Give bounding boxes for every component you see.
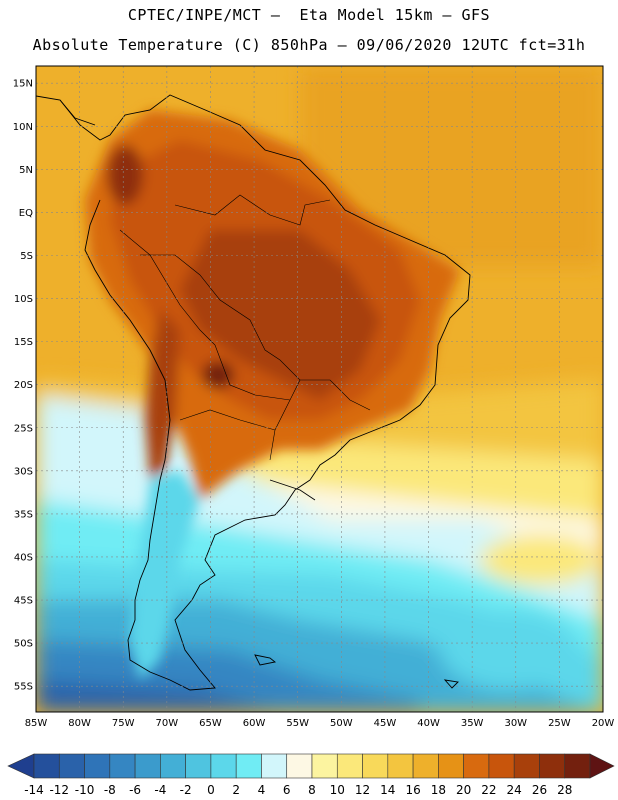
colorbar-box [336,753,363,779]
colorbar-label: 24 [507,783,522,797]
colorbar-box [160,753,186,779]
colorbar-box [362,753,389,779]
colorbar-label: 4 [258,783,266,797]
colorbar-label: -14 [24,783,44,797]
colorbar-label: -2 [180,783,192,797]
colorbar-label: 26 [532,783,547,797]
lon-label: 25W [548,718,571,729]
colorbar-label: -12 [49,783,69,797]
lat-label: 5N [19,165,33,176]
colorbar-min-arrow [7,753,35,779]
colorbar-box [311,753,338,779]
lat-label: 5S [20,251,33,262]
lat-label: 20S [14,380,33,391]
colorbar-box [261,753,288,779]
lat-label: 15S [14,337,33,348]
colorbar-box [539,753,566,779]
colorbar-label: 2 [232,783,240,797]
colorbar-box [58,753,85,779]
lat-label: 55S [14,682,33,693]
coastline [36,94,471,691]
colorbar-label: -10 [75,783,95,797]
colorbar-box [412,753,439,779]
colorbar-label: 18 [431,783,446,797]
lat-label: 10N [13,122,33,133]
lon-label: 70W [156,718,179,729]
colorbar-label: 12 [355,783,370,797]
colorbar-box [134,753,161,779]
colorbar-box [387,753,414,779]
colorbar-label: -8 [104,783,116,797]
title-line-2: Absolute Temperature (C) 850hPa – 09/06/… [32,36,586,54]
map-frame [35,65,604,713]
lon-label: 60W [243,718,266,729]
lat-label: 25S [14,423,33,434]
lon-label: 65W [199,718,222,729]
colorbar-box [185,753,212,779]
colorbar-box [513,753,540,779]
lat-label: 30S [14,466,33,477]
colorbar-label: 10 [330,783,345,797]
lon-label: 55W [286,718,309,729]
lat-label: EQ [19,208,33,219]
colorbar-max-arrow [589,753,615,779]
colorbar-label: 0 [207,783,215,797]
lon-label: 50W [330,718,353,729]
lon-label: 75W [112,718,135,729]
lon-label: 40W [417,718,440,729]
colorbar-box [438,753,464,779]
lat-label: 45S [14,596,33,607]
longitude-labels: 85W 80W 75W 70W 65W 60W 55W 50W 45W 40W 35W 30W 25W 2… [25,718,615,729]
colorbar-box [286,753,313,779]
lon-label: 80W [68,718,91,729]
lon-label: 45W [374,718,397,729]
country-borders [119,194,371,461]
colorbar-label: 28 [557,783,572,797]
colorbar-box [84,753,111,779]
colorbar-label: 20 [456,783,471,797]
lon-label: 30W [504,718,527,729]
title-line-1: CPTEC/INPE/MCT – Eta Model 15km – GFS [127,6,491,24]
colorbar-label: 8 [308,783,316,797]
colorbar-label: 6 [283,783,291,797]
colorbar-box [564,753,591,779]
colorbar-label: 14 [380,783,395,797]
colorbar-label: 16 [405,783,420,797]
temperature-field [36,66,603,712]
latitude-labels: 15N 10N 5N EQ 5S 10S 15S 20S 25S 30S 35S 40S 45S 50S 5… [13,79,33,693]
colorbar-box [33,753,60,779]
colorbar-box [210,753,237,779]
colorbar-label: -6 [129,783,141,797]
lat-label: 50S [14,639,33,650]
colorbar-box [235,753,262,779]
colorbar-label: 22 [481,783,496,797]
lat-label: 15N [13,79,33,90]
lon-label: 85W [25,718,48,729]
lon-label: 20W [592,718,615,729]
lat-label: 35S [14,509,33,520]
lon-label: 35W [461,718,484,729]
lat-label: 10S [14,294,33,305]
lat-label: 40S [14,552,33,563]
colorbar-box [463,753,490,779]
colorbar-box [109,753,136,779]
colorbar-box [488,753,515,779]
colorbar-label: -4 [154,783,166,797]
